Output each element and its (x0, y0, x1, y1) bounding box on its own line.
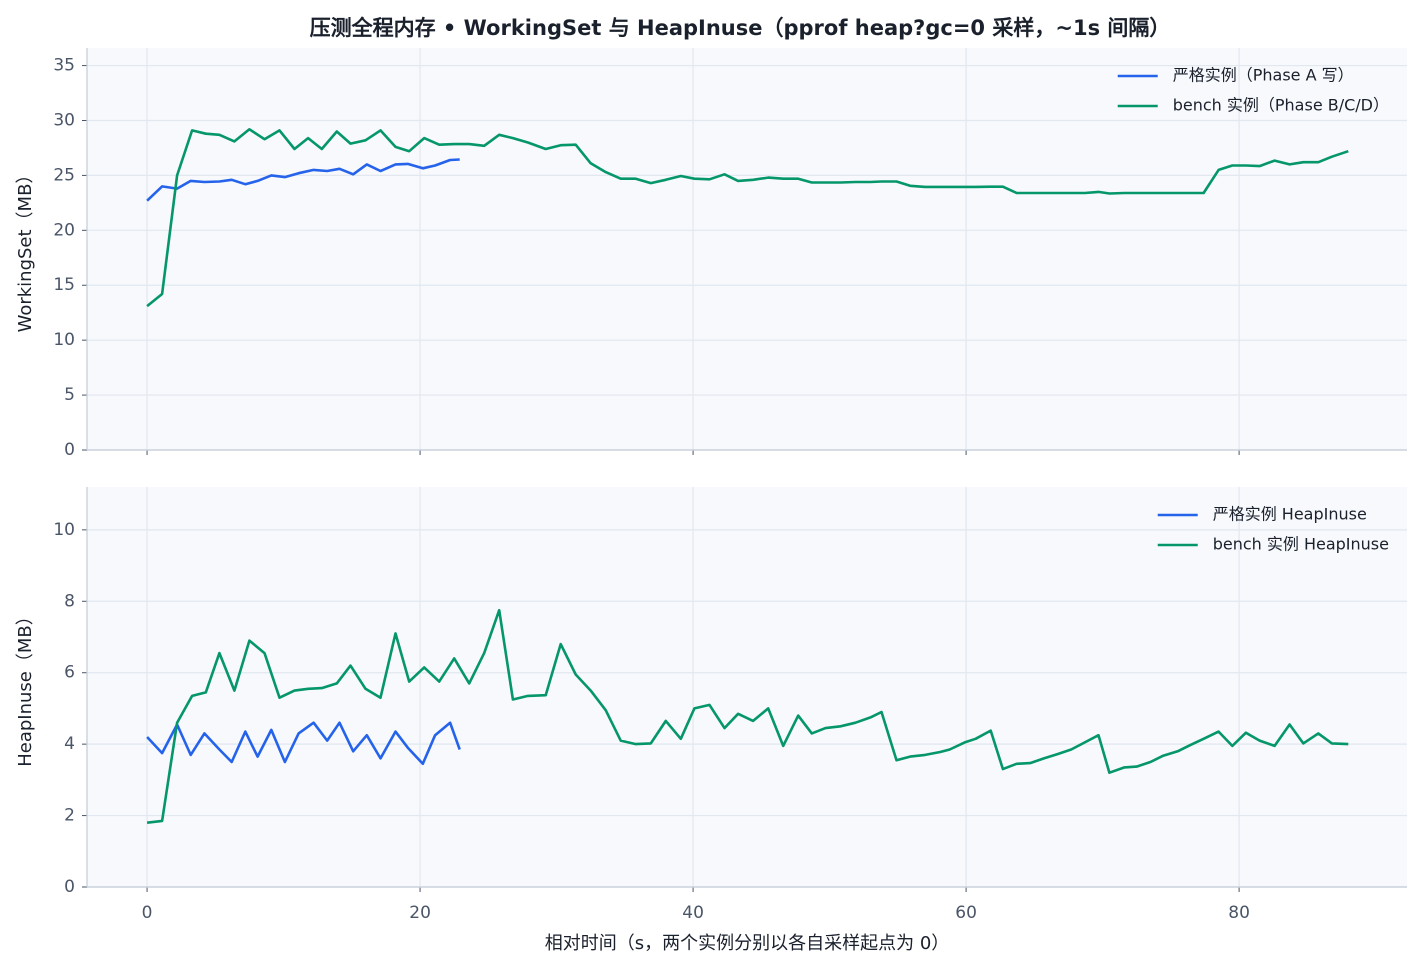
y-tick-label: 10 (53, 330, 75, 350)
y-tick-label: 4 (64, 734, 75, 754)
y-tick-label: 8 (64, 591, 75, 611)
y-tick-label: 25 (53, 165, 75, 185)
y-tick-label: 10 (53, 520, 75, 540)
legend: 严格实例（Phase A 写） bench 实例（Phase B/C/D） (1117, 66, 1389, 115)
x-tick-label: 20 (409, 903, 431, 923)
y-tick-label: 2 (64, 806, 75, 826)
y-tick-label: 0 (64, 440, 75, 460)
legend: 严格实例 HeapInuse bench 实例 HeapInuse (1157, 505, 1389, 554)
y-axis-label: WorkingSet（MB） (15, 166, 36, 333)
y-tick-label: 6 (64, 663, 75, 683)
data-line (146, 128, 1349, 308)
x-tick-label: 60 (955, 903, 977, 923)
data-line (146, 721, 461, 766)
data-line (146, 158, 460, 202)
data-line (146, 608, 1349, 824)
legend-label: bench 实例（Phase B/C/D） (1173, 96, 1389, 115)
x-tick-label: 40 (682, 903, 704, 923)
plot-area (87, 487, 1407, 887)
x-tick-label: 0 (142, 903, 153, 923)
y-axis-label: HeapInuse（MB） (15, 607, 36, 767)
y-tick-label: 15 (53, 275, 75, 295)
y-tick-label: 35 (53, 56, 75, 76)
y-tick-label: 0 (64, 877, 75, 897)
y-tick-label: 30 (53, 110, 75, 130)
y-tick-label: 20 (53, 220, 75, 240)
plot-area (87, 48, 1407, 450)
x-tick-label: 80 (1228, 903, 1250, 923)
chart-title: 压测全程内存 • WorkingSet 与 HeapInuse（pprof he… (310, 16, 1171, 40)
y-tick-label: 5 (64, 385, 75, 405)
legend-label: bench 实例 HeapInuse (1213, 535, 1389, 554)
legend-label: 严格实例 HeapInuse (1213, 505, 1367, 524)
x-axis-label: 相对时间（s，两个实例分别以各自采样起点为 0） (545, 933, 950, 954)
legend-label: 严格实例（Phase A 写） (1173, 66, 1354, 85)
